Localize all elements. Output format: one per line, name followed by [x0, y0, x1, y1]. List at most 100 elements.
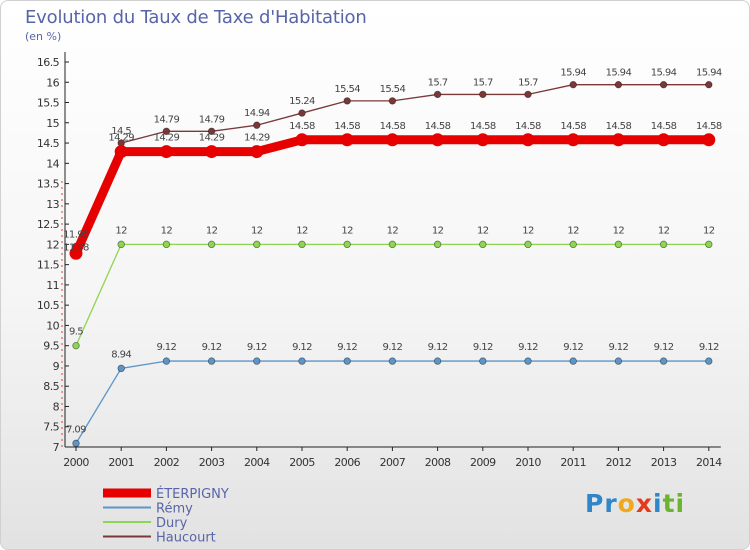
- y-tick-label: 9.5: [43, 340, 59, 353]
- data-label: 14.29: [244, 133, 270, 144]
- logo-letter: r: [604, 489, 618, 518]
- data-point: [250, 145, 264, 159]
- series-line: [75, 243, 710, 347]
- data-label: 11.95: [63, 229, 89, 240]
- data-point: [207, 357, 216, 365]
- data-point: [295, 133, 309, 147]
- data-label: 15.94: [651, 68, 677, 79]
- data-label: 9.12: [608, 342, 628, 353]
- data-point: [388, 97, 397, 105]
- data-point: [162, 357, 171, 365]
- data-label: 9.12: [292, 342, 312, 353]
- data-label: 14.58: [515, 121, 541, 132]
- x-tick-label: 2008: [425, 456, 451, 469]
- data-label: 9.12: [473, 342, 493, 353]
- series-rémy: [72, 357, 713, 448]
- data-label: 12: [613, 225, 625, 236]
- data-label: 12: [567, 225, 579, 236]
- data-label: 9.12: [337, 342, 357, 353]
- data-label: 11.78: [63, 242, 89, 253]
- data-label: 12: [703, 225, 715, 236]
- data-label: 14.58: [651, 121, 677, 132]
- x-tick-label: 2001: [108, 456, 134, 469]
- data-label: 15.54: [380, 84, 406, 95]
- data-label: 12: [251, 225, 263, 236]
- data-point: [388, 240, 397, 249]
- data-point: [569, 240, 577, 249]
- data-point: [433, 240, 442, 249]
- chart-title: Evolution du Taux de Taxe d'Habitation: [25, 7, 367, 28]
- data-label: 14.29: [199, 133, 225, 144]
- data-label: 12: [115, 225, 127, 236]
- data-label: 14.94: [244, 108, 270, 119]
- x-tick-label: 2012: [606, 456, 632, 469]
- data-point: [702, 133, 716, 147]
- data-point: [479, 357, 487, 365]
- data-point: [569, 80, 577, 89]
- y-tick-label: 16.5: [37, 56, 60, 69]
- x-tick-label: 2004: [244, 456, 270, 469]
- data-label: 15.94: [606, 68, 632, 79]
- data-point: [253, 240, 261, 249]
- y-tick-label: 12: [46, 238, 59, 251]
- legend-label: Dury: [156, 516, 188, 531]
- data-label: 9.12: [202, 342, 222, 353]
- data-point: [159, 145, 173, 159]
- data-point: [657, 133, 671, 147]
- data-point: [659, 240, 668, 249]
- data-label: 7.09: [66, 424, 86, 435]
- y-tick-label: 15.5: [37, 97, 60, 110]
- data-point: [207, 127, 216, 135]
- data-label: 12: [432, 225, 444, 236]
- y-tick-label: 7: [53, 441, 60, 454]
- data-point: [343, 357, 351, 365]
- legend-label: ÉTERPIGNY: [156, 486, 229, 502]
- data-point: [205, 145, 219, 159]
- data-label: 9.5: [69, 327, 83, 338]
- data-point: [117, 364, 125, 373]
- data-label: 12: [522, 225, 534, 236]
- x-tick-label: 2009: [470, 456, 496, 469]
- data-label: 9.12: [654, 342, 674, 353]
- data-label: 14.58: [334, 121, 360, 132]
- data-label: 14.79: [199, 114, 225, 125]
- data-point: [298, 357, 306, 365]
- data-point: [72, 341, 80, 350]
- unit-label: (en %): [25, 30, 62, 43]
- data-point: [298, 109, 306, 117]
- y-tick-label: 8.5: [43, 380, 59, 393]
- y-tick-label: 11.5: [37, 259, 60, 272]
- data-label: 9.12: [247, 342, 267, 353]
- data-point: [340, 133, 354, 147]
- data-point: [569, 357, 577, 365]
- data-label: 14.58: [696, 121, 722, 132]
- data-label: 14.58: [606, 121, 632, 132]
- data-label: 14.58: [289, 121, 315, 132]
- data-point: [433, 90, 442, 99]
- x-tick-label: 2006: [334, 456, 360, 469]
- data-point: [431, 133, 445, 147]
- data-point: [72, 439, 80, 448]
- y-tick-label: 13.5: [37, 178, 60, 191]
- y-tick-label: 7.5: [43, 421, 59, 434]
- y-tick-label: 14: [46, 157, 59, 170]
- data-point: [705, 357, 713, 365]
- data-point: [343, 97, 351, 105]
- data-label: 12: [161, 225, 173, 236]
- data-label: 9.12: [382, 342, 402, 353]
- series-dury: [72, 240, 713, 350]
- y-tick-label: 13: [46, 198, 59, 211]
- logo-letter: x: [635, 489, 653, 518]
- x-tick-label: 2010: [515, 456, 541, 469]
- data-label: 9.12: [428, 342, 448, 353]
- x-tick-label: 2011: [560, 456, 586, 469]
- data-label: 9.12: [156, 342, 176, 353]
- data-label: 14.58: [470, 121, 496, 132]
- data-point: [705, 80, 713, 89]
- data-label: 14.5: [111, 126, 131, 137]
- data-point: [614, 80, 623, 89]
- data-point: [524, 240, 532, 249]
